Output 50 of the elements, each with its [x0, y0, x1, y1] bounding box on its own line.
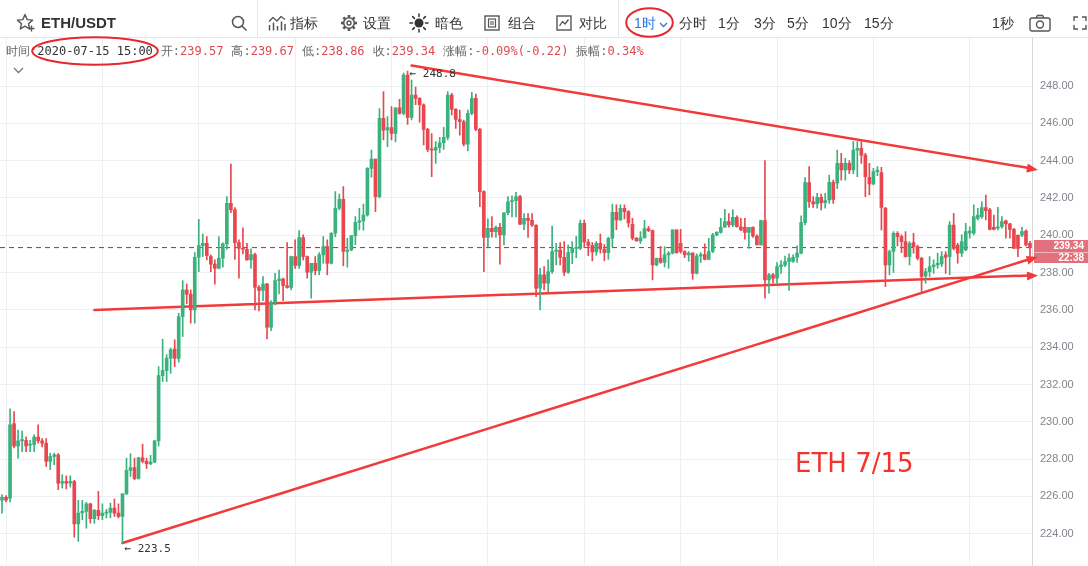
y-tick-label: 230.00 — [1040, 415, 1074, 428]
annotation: ← 248.8 — [409, 67, 456, 81]
y-tick-label: 228.00 — [1040, 452, 1074, 465]
y-tick-label: 224.00 — [1040, 527, 1074, 540]
text: 1分 — [718, 15, 740, 31]
text: 组合 — [508, 15, 536, 31]
text: 指标 — [290, 15, 318, 31]
y-tick-label: 236.00 — [1040, 303, 1074, 316]
candlestick — [76, 500, 81, 543]
text: 22:38 — [1058, 252, 1085, 264]
candlestick — [433, 141, 438, 165]
text: 5分 — [787, 15, 809, 31]
candlestick — [996, 207, 1000, 231]
y-tick-label: 244.00 — [1040, 154, 1074, 167]
candlestick — [213, 259, 217, 285]
y-tick-label: 234.00 — [1040, 340, 1074, 353]
text: 1秒 — [992, 15, 1014, 31]
text: 时间:2020-07-15 15:00 开:239.57 高:239.67 低:238.86 收:239.34 涨幅:-0.09%(-0.22) 振幅:0.34% — [6, 44, 644, 58]
candlestick — [526, 213, 530, 239]
candlestick — [1004, 220, 1008, 240]
text: 3分 — [754, 15, 776, 31]
candlestick — [727, 213, 731, 229]
y-tick-label: 240.00 — [1040, 228, 1074, 241]
candlestick — [514, 192, 518, 218]
candlestick — [0, 494, 4, 514]
candlestick — [36, 424, 40, 444]
y-tick-label: 232.00 — [1040, 377, 1074, 390]
y-tick-label: 248.00 — [1040, 79, 1074, 92]
annotation: ETH 7/15 — [795, 448, 914, 479]
annotation: ← 223.5 — [124, 542, 171, 556]
candlestick — [52, 453, 57, 466]
candlestick — [510, 196, 514, 218]
chart-title: ETH/USDT — [41, 14, 116, 31]
text: 分时 — [679, 15, 707, 31]
ref-line-label: 239.34 — [1053, 240, 1085, 252]
candlestick — [787, 254, 791, 292]
candlestick — [16, 430, 20, 459]
candlestick — [490, 216, 494, 238]
text: 10分 — [822, 15, 852, 31]
y-tick-label: 238.00 — [1040, 266, 1074, 279]
text: 对比 — [579, 15, 607, 31]
text: 15分 — [864, 15, 894, 31]
y-tick-label: 226.00 — [1040, 489, 1074, 502]
text: 1时 — [634, 15, 656, 31]
candlestick — [767, 273, 771, 295]
text: 暗色 — [435, 15, 463, 31]
y-tick-label: 242.00 — [1040, 191, 1074, 204]
text: 设置 — [363, 15, 391, 31]
candlestick — [498, 223, 502, 265]
y-tick-label: 246.00 — [1040, 116, 1074, 129]
